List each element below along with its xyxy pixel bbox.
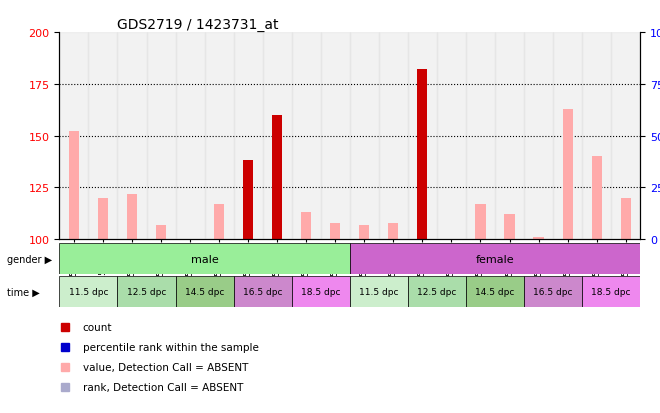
Bar [388,223,399,240]
Text: 12.5 dpc: 12.5 dpc [417,288,457,297]
Text: GDS2719 / 1423731_at: GDS2719 / 1423731_at [117,18,279,32]
Bar [292,33,321,240]
Bar [98,198,108,240]
Text: count: count [82,323,112,332]
Bar [330,223,341,240]
FancyBboxPatch shape [292,277,350,308]
Text: percentile rank within the sample: percentile rank within the sample [82,342,259,352]
FancyBboxPatch shape [59,244,350,275]
Text: 11.5 dpc: 11.5 dpc [359,288,399,297]
Bar [495,33,524,240]
Bar [350,33,379,240]
Text: value, Detection Call = ABSENT: value, Detection Call = ABSENT [82,363,248,373]
Bar [243,161,253,240]
Bar [466,33,495,240]
Bar [117,33,147,240]
Text: 16.5 dpc: 16.5 dpc [533,288,573,297]
Bar [379,33,408,240]
Bar [147,33,176,240]
Bar [504,215,515,240]
Text: male: male [191,254,218,264]
Bar [321,33,350,240]
FancyBboxPatch shape [234,277,292,308]
Bar [205,33,234,240]
Bar [156,225,166,240]
Bar [475,204,486,240]
Text: 18.5 dpc: 18.5 dpc [301,288,341,297]
FancyBboxPatch shape [524,277,582,308]
Text: 16.5 dpc: 16.5 dpc [243,288,282,297]
Bar [620,198,631,240]
Text: 11.5 dpc: 11.5 dpc [69,288,108,297]
FancyBboxPatch shape [350,277,408,308]
FancyBboxPatch shape [582,277,640,308]
Bar [562,109,573,240]
Bar [417,70,428,240]
Text: 18.5 dpc: 18.5 dpc [591,288,631,297]
Bar [533,237,544,240]
Text: time ▶: time ▶ [7,287,40,297]
FancyBboxPatch shape [59,277,117,308]
Bar [176,33,205,240]
Bar [59,33,88,240]
FancyBboxPatch shape [176,277,234,308]
Bar [214,204,224,240]
Text: gender ▶: gender ▶ [7,254,51,264]
Bar [524,33,553,240]
Text: rank, Detection Call = ABSENT: rank, Detection Call = ABSENT [82,382,243,392]
Text: 14.5 dpc: 14.5 dpc [475,288,515,297]
Bar [359,225,370,240]
Bar [234,33,263,240]
Bar [301,213,312,240]
Bar [69,132,79,240]
Text: 12.5 dpc: 12.5 dpc [127,288,166,297]
FancyBboxPatch shape [408,277,466,308]
Bar [272,116,282,240]
Text: 14.5 dpc: 14.5 dpc [185,288,224,297]
FancyBboxPatch shape [350,244,640,275]
FancyBboxPatch shape [117,277,176,308]
FancyBboxPatch shape [466,277,524,308]
Bar [553,33,582,240]
Bar [591,157,602,240]
Bar [437,33,466,240]
Bar [127,194,137,240]
Bar [582,33,611,240]
Bar [263,33,292,240]
Bar [88,33,117,240]
Bar [611,33,640,240]
Text: female: female [476,254,514,264]
Bar [408,33,437,240]
